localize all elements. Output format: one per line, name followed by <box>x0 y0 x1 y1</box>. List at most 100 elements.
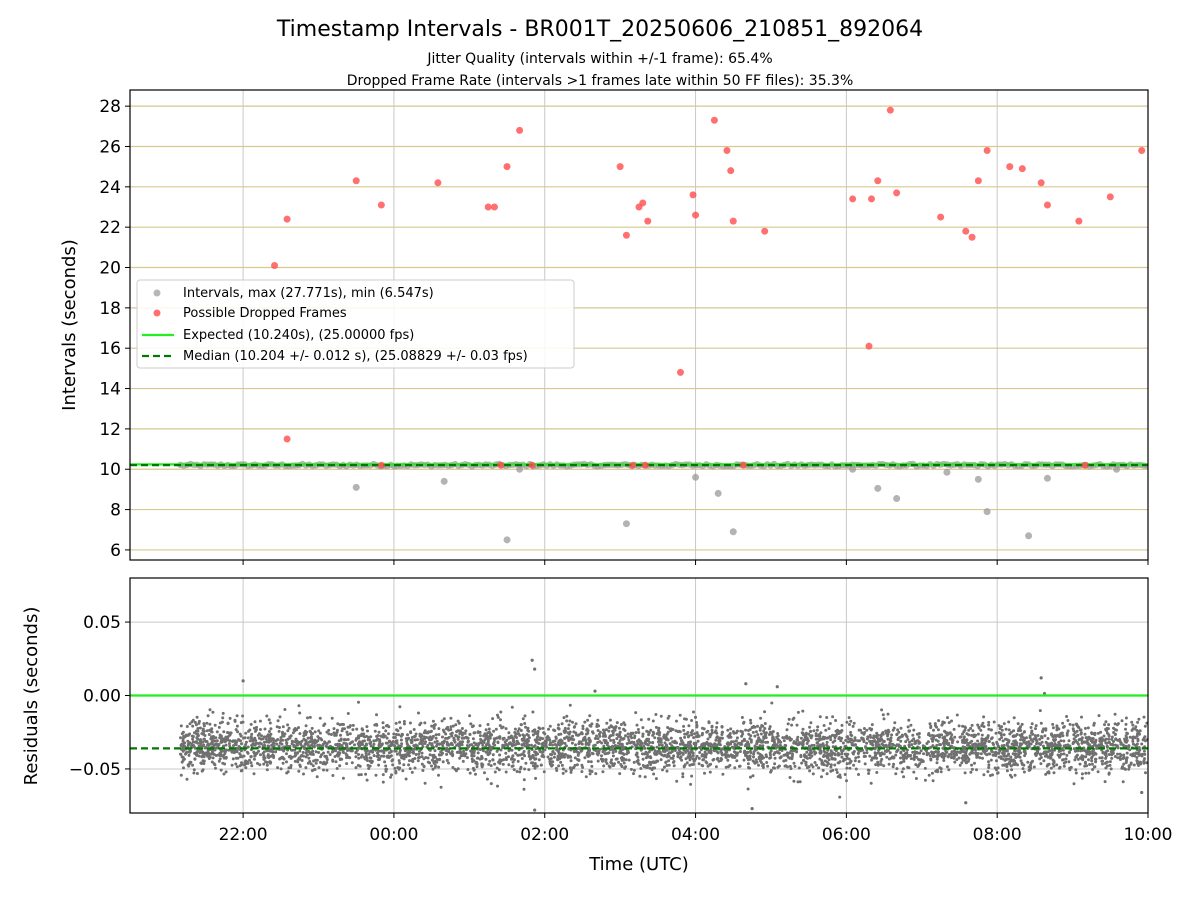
residual-point <box>686 755 690 759</box>
residual-point <box>462 736 466 740</box>
residual-point <box>498 736 502 740</box>
residual-point <box>235 714 239 718</box>
residual-point <box>191 737 195 741</box>
residual-point <box>986 770 990 774</box>
residual-point <box>283 732 287 736</box>
intervals-y-tick-label: 14 <box>99 380 121 400</box>
residual-point <box>222 730 226 734</box>
residual-point <box>763 710 767 714</box>
residual-point <box>884 745 888 749</box>
residual-point <box>726 744 730 748</box>
residual-point <box>899 761 902 765</box>
residual-point <box>666 730 670 734</box>
residual-point <box>437 733 441 736</box>
residual-point <box>893 721 897 725</box>
residual-point <box>500 758 504 762</box>
residual-point <box>426 731 430 735</box>
residual-point <box>420 762 424 766</box>
residual-point <box>733 751 737 754</box>
residual-point <box>760 744 764 748</box>
residual-point <box>813 752 817 756</box>
residual-point <box>810 743 814 747</box>
residual-point <box>269 727 273 731</box>
residual-point <box>854 756 858 760</box>
residual-point <box>662 733 666 737</box>
residual-point <box>481 763 485 767</box>
residual-point <box>792 761 796 765</box>
residual-point <box>376 734 380 737</box>
residual-point <box>1138 729 1142 733</box>
residual-point <box>308 752 312 756</box>
residual-point <box>315 775 319 779</box>
residual-point <box>682 724 686 728</box>
residual-point <box>398 761 402 765</box>
residual-point <box>179 724 183 728</box>
residual-point <box>231 757 235 761</box>
dropped-frame-point <box>727 167 735 175</box>
residual-point <box>376 755 380 758</box>
residual-point <box>946 755 950 759</box>
residual-point <box>881 732 885 736</box>
residual-point <box>576 733 580 737</box>
residual-point <box>554 736 558 740</box>
residual-point <box>381 780 385 784</box>
residual-point <box>981 742 984 746</box>
residual-point <box>645 742 649 746</box>
residual-point <box>549 757 553 761</box>
residual-point <box>442 739 446 743</box>
residual-point <box>825 772 829 776</box>
residual-point <box>401 769 405 773</box>
residual-point <box>596 737 600 741</box>
residual-point <box>348 724 352 728</box>
residual-point <box>346 738 350 741</box>
residual-point <box>994 768 998 772</box>
residual-point <box>642 744 646 748</box>
residual-point <box>1108 760 1112 764</box>
residual-point <box>1023 754 1027 758</box>
residual-point <box>276 719 280 723</box>
residual-point <box>540 742 544 746</box>
residual-point <box>759 716 763 720</box>
residual-point <box>1072 733 1076 737</box>
residual-point <box>811 765 815 769</box>
residual-point <box>329 733 333 736</box>
residual-point <box>1084 755 1088 759</box>
residual-point <box>520 757 524 760</box>
residual-point <box>281 756 285 760</box>
residual-point <box>360 743 364 746</box>
residual-point <box>641 757 645 761</box>
residual-point <box>1107 753 1111 756</box>
residual-point <box>1019 759 1023 763</box>
residual-point <box>877 744 881 748</box>
residual-point <box>980 723 984 727</box>
dropped-frame-point <box>1037 179 1045 187</box>
residual-point <box>917 757 920 761</box>
residual-point <box>392 732 396 736</box>
residual-point <box>265 768 269 772</box>
residual-point <box>835 732 839 736</box>
residual-point <box>583 735 587 739</box>
residual-point <box>1111 743 1115 747</box>
residual-point <box>857 755 860 759</box>
residual-point <box>572 725 576 729</box>
residual-point <box>1003 754 1007 758</box>
residual-point <box>420 755 424 759</box>
dropped-frame-point <box>886 106 894 114</box>
residual-point <box>598 740 602 744</box>
residual-point <box>738 764 742 768</box>
residual-point <box>225 736 229 740</box>
residual-point <box>931 755 935 759</box>
residual-point <box>344 738 348 742</box>
residual-point <box>959 750 963 754</box>
residual-point <box>953 760 957 764</box>
residual-point <box>358 764 362 768</box>
residual-point <box>761 764 764 768</box>
residual-point <box>470 751 474 755</box>
residual-point <box>380 743 384 747</box>
residual-point <box>999 755 1003 759</box>
residual-point <box>815 741 819 745</box>
residual-point <box>658 751 662 755</box>
residual-point <box>1107 733 1111 737</box>
residual-point <box>636 755 640 759</box>
residual-point <box>751 725 755 729</box>
